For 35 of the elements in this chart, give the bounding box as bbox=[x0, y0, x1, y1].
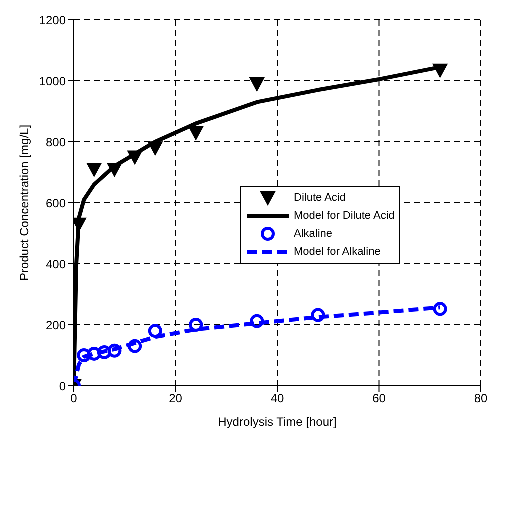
y-tick-label: 800 bbox=[46, 135, 66, 150]
x-tick-label: 60 bbox=[372, 392, 386, 406]
legend-label: Model for Dilute Acid bbox=[294, 210, 395, 222]
point bbox=[77, 348, 92, 362]
y-axis-title: Product Concentration [mg/L] bbox=[17, 124, 32, 282]
point bbox=[188, 126, 204, 140]
point bbox=[86, 162, 102, 177]
x-axis-title: Hydrolysis Time [hour] bbox=[218, 415, 337, 429]
y-tick-label: 200 bbox=[46, 318, 66, 332]
x-tick-label: 0 bbox=[70, 392, 78, 406]
point bbox=[250, 314, 264, 328]
legend-label: Dilute Acid bbox=[294, 192, 346, 204]
point bbox=[432, 64, 448, 78]
point bbox=[250, 78, 265, 92]
y-tick-label: 1200 bbox=[39, 13, 66, 28]
y-tick-label: 0 bbox=[59, 379, 66, 394]
point bbox=[433, 302, 448, 316]
point bbox=[311, 308, 326, 322]
point bbox=[128, 150, 143, 165]
x-tick-label: 40 bbox=[270, 392, 284, 406]
legend-label: Alkaline bbox=[294, 228, 333, 240]
y-tick-label: 600 bbox=[46, 196, 66, 210]
x-tick-label: 20 bbox=[169, 392, 183, 406]
point bbox=[98, 345, 112, 360]
y-tick-label: 1000 bbox=[39, 74, 66, 88]
point bbox=[108, 344, 122, 358]
point bbox=[189, 318, 204, 332]
x-tick-label: 80 bbox=[474, 392, 488, 406]
point bbox=[128, 339, 142, 354]
legend-label: Model for Alkaline bbox=[294, 246, 381, 258]
point bbox=[148, 142, 163, 156]
y-tick-label: 400 bbox=[46, 257, 66, 272]
point bbox=[107, 162, 122, 177]
point bbox=[148, 324, 162, 338]
point bbox=[87, 346, 102, 361]
